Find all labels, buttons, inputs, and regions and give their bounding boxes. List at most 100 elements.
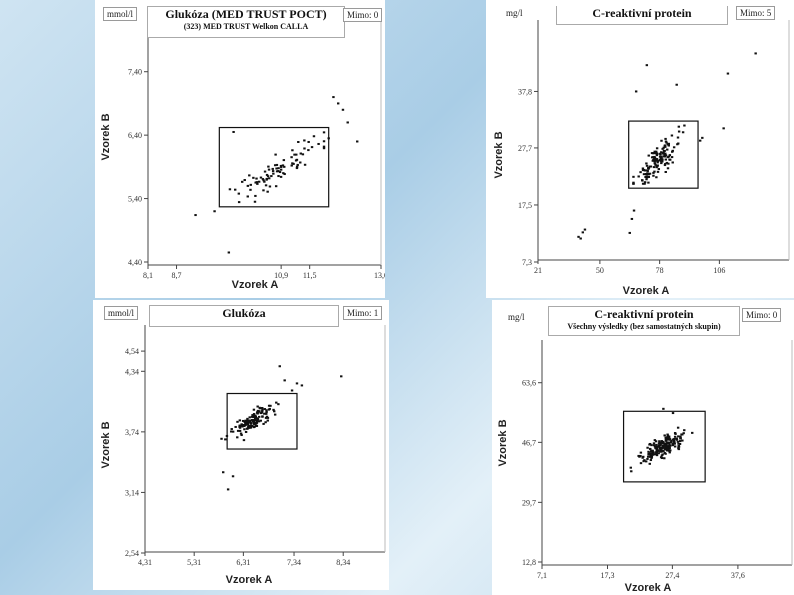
data-point	[647, 452, 650, 455]
data-point	[645, 178, 648, 181]
data-point	[244, 419, 247, 422]
data-point	[660, 160, 663, 163]
data-point	[655, 150, 658, 153]
unit-label: mg/l	[504, 310, 529, 324]
data-point	[228, 188, 232, 191]
data-point	[655, 152, 659, 155]
data-point	[651, 453, 654, 456]
data-point	[661, 453, 664, 456]
data-point	[255, 424, 259, 427]
data-point	[643, 181, 647, 184]
data-point	[224, 438, 227, 441]
data-point	[231, 430, 235, 433]
data-point	[645, 164, 649, 167]
data-point	[243, 424, 246, 427]
data-point	[656, 170, 660, 173]
data-point	[629, 466, 632, 469]
y-tick-label: 29,7	[522, 498, 536, 507]
data-point	[648, 442, 652, 445]
data-point	[275, 167, 278, 170]
data-point	[664, 137, 667, 140]
data-point	[307, 149, 310, 152]
data-point	[656, 161, 659, 164]
data-point	[666, 438, 670, 441]
data-point	[322, 145, 326, 148]
data-point	[230, 428, 233, 431]
data-point	[642, 173, 646, 176]
data-point	[279, 164, 283, 167]
x-axis-title: Vzorek A	[623, 285, 670, 297]
data-point	[726, 72, 730, 75]
x-tick-label: 10,9	[274, 271, 288, 280]
data-point	[257, 180, 261, 183]
data-point	[252, 408, 256, 411]
data-point	[652, 444, 656, 447]
data-point	[655, 454, 659, 457]
outliers-label: Mimo: 5	[736, 6, 776, 20]
data-point	[295, 167, 299, 170]
data-point	[238, 429, 242, 432]
chart-subtitle: Všechny výsledky (bez samostatných skupi…	[567, 322, 721, 331]
chart-title-text: Glukóza	[222, 306, 266, 320]
data-point	[262, 179, 265, 182]
data-point	[227, 251, 231, 254]
data-point	[253, 419, 257, 422]
acceptance-box	[226, 392, 298, 450]
data-point	[248, 416, 251, 419]
x-tick-label: 78	[656, 266, 664, 275]
data-point	[660, 151, 663, 154]
y-tick-label: 7,3	[522, 258, 532, 267]
data-point	[676, 136, 680, 139]
data-point	[677, 125, 681, 128]
data-point	[274, 153, 277, 156]
data-point	[653, 445, 657, 448]
data-point	[676, 426, 680, 429]
data-point	[664, 439, 668, 442]
chart-glukoza: 4,31 5,31 6,31 7,34 8,34 4,54 4,34 3,74 3,14 2,54…	[93, 300, 389, 590]
data-point	[255, 419, 259, 422]
y-tick-label: 5,40	[128, 195, 142, 204]
data-point	[675, 438, 679, 441]
data-point	[653, 453, 657, 456]
data-point	[652, 174, 655, 177]
data-point	[677, 442, 680, 445]
data-point	[674, 432, 677, 435]
data-point	[240, 423, 243, 426]
data-point	[668, 154, 672, 157]
chart-title-text: C-reaktivní protein	[592, 6, 692, 20]
data-point	[290, 389, 294, 392]
data-point	[681, 439, 684, 442]
data-point	[268, 185, 272, 188]
data-point	[662, 441, 665, 444]
data-point	[581, 231, 585, 234]
data-point	[650, 449, 654, 452]
data-point	[649, 459, 653, 462]
data-point	[246, 184, 250, 187]
data-point	[278, 365, 281, 368]
data-point	[657, 168, 661, 171]
data-point	[664, 145, 667, 148]
data-point	[256, 182, 259, 185]
data-point	[317, 142, 320, 145]
data-point	[280, 165, 283, 168]
data-point	[650, 444, 653, 447]
data-point	[303, 147, 306, 150]
data-point	[670, 134, 674, 137]
data-point	[250, 422, 253, 425]
chart-title: Glukóza	[149, 305, 339, 327]
data-point	[237, 192, 241, 195]
data-point	[683, 124, 686, 127]
data-point	[577, 235, 580, 238]
data-point	[268, 177, 271, 180]
y-tick-label: 4,40	[128, 258, 142, 267]
data-point	[222, 471, 225, 474]
data-point	[263, 170, 267, 173]
data-point	[642, 169, 645, 172]
data-point	[655, 443, 658, 446]
data-point	[259, 176, 263, 179]
data-point	[662, 444, 665, 447]
data-point	[660, 139, 663, 142]
data-point	[637, 454, 640, 457]
data-point	[669, 441, 673, 444]
data-point	[253, 200, 257, 203]
